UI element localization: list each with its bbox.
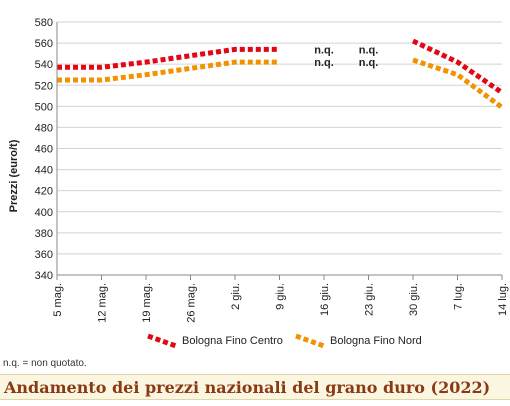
title-bar: Andamento dei prezzi nazionali del grano…	[0, 374, 510, 400]
y-tick-label: 460	[35, 144, 53, 156]
annotations: n.q.n.q.n.q.n.q.	[314, 44, 378, 69]
grid	[57, 21, 502, 276]
y-tick-label: 380	[35, 228, 53, 240]
x-tick-label: 19 mag.	[141, 283, 153, 323]
series-line-1	[57, 59, 280, 83]
y-tick-label: 520	[35, 80, 53, 92]
series-line-0	[57, 46, 280, 70]
footnote: n.q. = non quotato.	[3, 358, 87, 369]
y-tick-label: 480	[35, 122, 53, 134]
y-tick-label: 580	[35, 17, 53, 29]
legend: Bologna Fino Centro Bologna Fino Nord	[147, 333, 422, 349]
y-tick-label: 340	[35, 270, 53, 282]
x-tick-label: 14 lug.	[497, 283, 509, 316]
x-tick-label: 9 giu.	[275, 283, 287, 310]
y-tick-label: 360	[35, 249, 53, 261]
nq-annotation: n.q.	[359, 44, 379, 56]
series-line-0	[411, 38, 504, 95]
axes: 340 360 380 400 420 440 460 480 500 520 540 560 580 5…	[35, 17, 509, 323]
x-tick-label: 7 lug.	[453, 283, 465, 310]
legend-swatch	[147, 333, 177, 349]
x-tick-label: 2 giu.	[230, 283, 242, 310]
x-tick-label: 30 giu.	[408, 283, 420, 316]
nq-annotation: n.q.	[314, 44, 334, 56]
series-line-1	[412, 57, 504, 110]
x-tick-label: 5 mag.	[52, 283, 64, 317]
legend-label: Bologna Fino Nord	[330, 335, 422, 347]
legend-label: Bologna Fino Centro	[182, 335, 283, 347]
legend-swatch	[295, 333, 325, 349]
series-lines	[57, 38, 504, 110]
y-tick-label: 400	[35, 207, 53, 219]
y-tick-label: 540	[35, 59, 53, 71]
y-tick-label: 440	[35, 165, 53, 177]
chart-title: Andamento dei prezzi nazionali del grano…	[4, 378, 491, 397]
y-tick-label: 560	[35, 38, 53, 50]
nq-annotation: n.q.	[314, 57, 334, 69]
y-tick-label: 500	[35, 101, 53, 113]
y-tick-label: 420	[35, 186, 53, 198]
x-tick-label: 12 mag.	[97, 283, 109, 323]
y-axis-label: Prezzi (euro/t)	[8, 139, 20, 212]
nq-annotation: n.q.	[359, 57, 379, 69]
x-tick-label: 26 mag.	[186, 283, 198, 323]
x-tick-label: 16 giu.	[319, 283, 331, 316]
x-tick-label: 23 giu.	[364, 283, 376, 316]
